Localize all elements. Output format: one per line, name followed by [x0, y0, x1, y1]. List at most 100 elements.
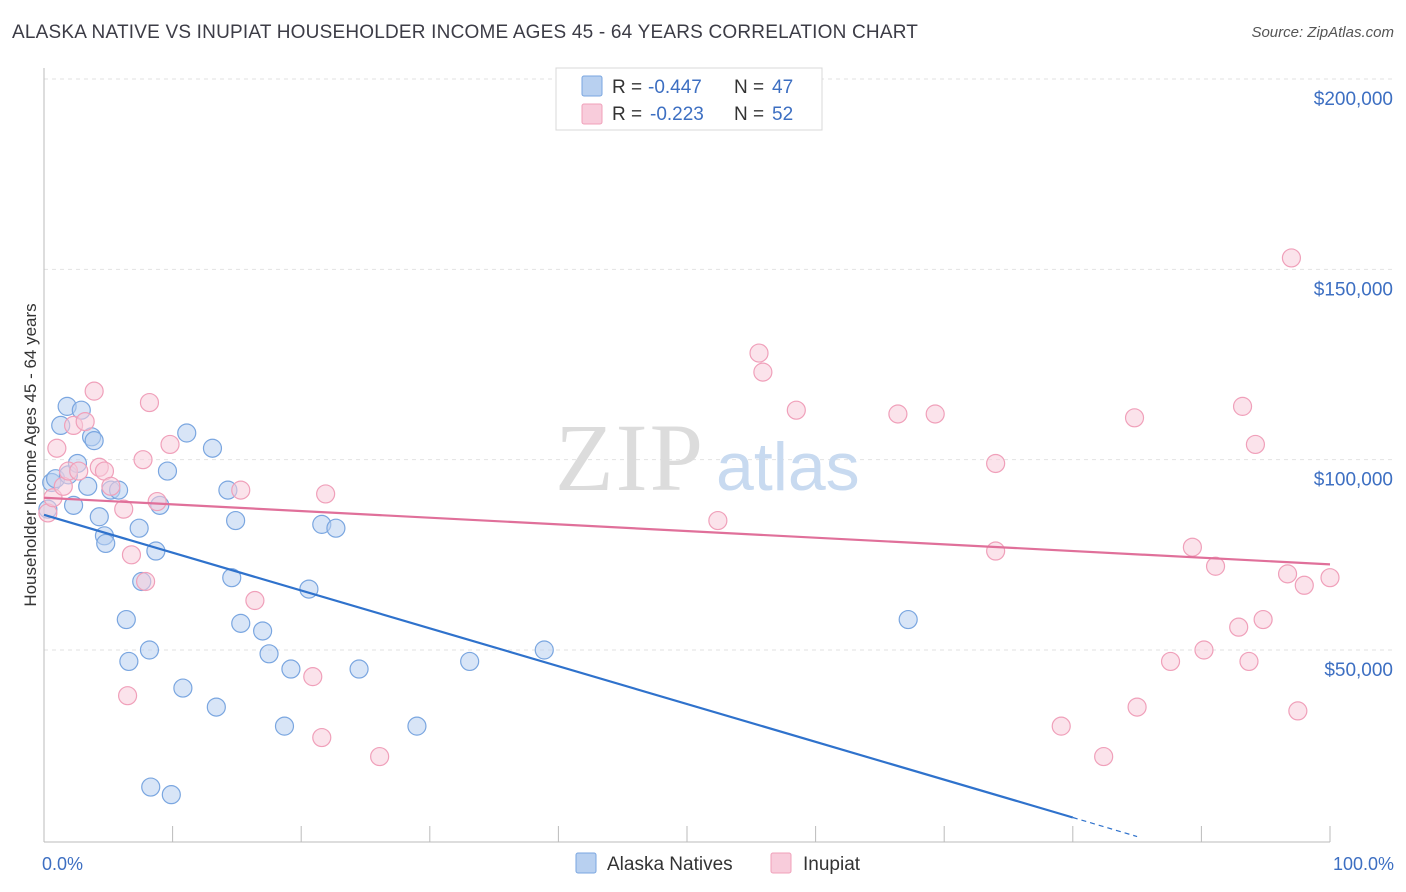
x-tick-label-1: 100.0%: [1333, 854, 1394, 874]
point-inupiat-40: [1194, 640, 1214, 660]
trend-line-inupiat: [43, 496, 1331, 566]
point-alaska-natives-38: [281, 659, 301, 679]
point-alaska-natives-28: [177, 423, 197, 443]
y-tick-label-2: $150,000: [1314, 279, 1393, 300]
point-inupiat-6: [69, 461, 89, 481]
point-alaska-natives-33: [226, 510, 246, 531]
y-tick-label-3: $200,000: [1314, 89, 1393, 110]
point-alaska-natives-27: [173, 678, 193, 698]
point-inupiat-20: [231, 480, 251, 500]
point-alaska-natives-34: [231, 613, 251, 633]
series-legend: Alaska Natives Inupiat: [575, 852, 861, 875]
point-inupiat-23: [312, 727, 332, 748]
point-inupiat-18: [147, 491, 167, 512]
scatter-points: [38, 248, 1340, 805]
point-inupiat-16: [135, 571, 156, 592]
point-alaska-natives-23: [146, 541, 166, 561]
point-inupiat-28: [753, 362, 773, 382]
point-inupiat-47: [1277, 564, 1298, 584]
watermark-atlas: atlas: [716, 429, 860, 505]
legend-r-value-1: -0.223: [650, 104, 704, 125]
point-alaska-natives-41: [326, 518, 346, 538]
point-inupiat-21: [245, 590, 265, 611]
point-inupiat-45: [1245, 434, 1266, 455]
point-alaska-natives-45: [534, 640, 554, 660]
point-alaska-natives-18: [119, 651, 139, 672]
source-label: Source: ZipAtlas.com: [1251, 24, 1394, 41]
point-inupiat-19: [160, 434, 180, 455]
point-inupiat-7: [75, 412, 95, 432]
watermark-zip: ZIP: [555, 404, 705, 511]
legend-n-value-1: 52: [772, 104, 793, 125]
point-inupiat-11: [101, 476, 121, 496]
point-inupiat-31: [925, 404, 945, 424]
point-alaska-natives-25: [157, 461, 178, 481]
point-alaska-natives-35: [253, 621, 273, 641]
point-inupiat-25: [370, 746, 390, 767]
point-inupiat-12: [114, 499, 134, 519]
point-inupiat-15: [133, 450, 153, 470]
legend-swatch-inupiat: [581, 103, 603, 125]
point-inupiat-17: [139, 392, 160, 413]
chart-title: ALASKA NATIVE VS INUPIAT HOUSEHOLDER INC…: [12, 22, 919, 43]
point-inupiat-50: [1294, 575, 1314, 595]
y-axis-title: Householder Income Ages 45 - 64 years: [21, 303, 40, 606]
point-inupiat-39: [1182, 537, 1202, 557]
point-inupiat-29: [786, 400, 806, 420]
bottom-legend-label-inupiat: Inupiat: [803, 854, 861, 875]
point-inupiat-32: [986, 453, 1006, 474]
legend-n-value-0: 47: [772, 77, 793, 98]
point-alaska-natives-11: [84, 431, 104, 451]
bottom-legend-label-alaska-natives: Alaska Natives: [607, 854, 733, 875]
y-tick-labels: $50,000 $100,000 $150,000 $200,000: [1314, 89, 1393, 681]
point-inupiat-13: [117, 686, 138, 706]
trend-line-extension-alaska-natives: [1072, 816, 1138, 838]
point-alaska-natives-14: [96, 533, 116, 554]
trend-line-alaska-natives: [43, 513, 1074, 819]
point-inupiat-43: [1232, 396, 1253, 416]
bottom-legend-swatch-alaska-natives: [575, 852, 597, 874]
point-alaska-natives-21: [139, 640, 160, 660]
point-inupiat-42: [1229, 617, 1249, 637]
point-alaska-natives-44: [460, 651, 480, 672]
point-alaska-natives-43: [407, 716, 427, 736]
point-inupiat-34: [1051, 716, 1071, 736]
legend-n-label-1: N =: [734, 104, 764, 125]
point-alaska-natives-6: [63, 495, 84, 515]
watermark: ZIP atlas: [555, 404, 860, 511]
point-inupiat-27: [749, 343, 769, 363]
point-inupiat-51: [1320, 568, 1340, 588]
point-inupiat-14: [121, 545, 142, 565]
point-inupiat-46: [1253, 609, 1273, 630]
point-alaska-natives-37: [274, 716, 295, 736]
trend-lines: [43, 496, 1331, 838]
legend-r-value-0: -0.447: [648, 77, 702, 98]
legend-r-label-0: R =: [612, 77, 642, 98]
point-alaska-natives-32: [222, 568, 242, 588]
point-alaska-natives-19: [129, 518, 149, 538]
point-inupiat-41: [1205, 556, 1226, 576]
x-tick-label-0: 0.0%: [42, 854, 83, 874]
point-inupiat-33: [986, 541, 1006, 561]
legend-swatch-alaska-natives: [581, 75, 603, 97]
point-alaska-natives-12: [89, 507, 109, 527]
legend-n-label-0: N =: [734, 77, 764, 98]
point-inupiat-35: [1094, 746, 1114, 767]
bottom-legend-swatch-inupiat: [770, 852, 792, 874]
point-alaska-natives-42: [349, 659, 369, 679]
y-tick-label-1: $100,000: [1314, 470, 1393, 491]
point-alaska-natives-9: [78, 476, 98, 496]
point-inupiat-49: [1288, 701, 1308, 721]
point-alaska-natives-17: [116, 609, 136, 630]
point-alaska-natives-29: [202, 438, 223, 458]
point-alaska-natives-26: [161, 785, 181, 805]
stats-legend: R = -0.447 N = 47 R = -0.223 N = 52: [555, 67, 823, 131]
point-inupiat-26: [708, 510, 728, 531]
point-inupiat-38: [1160, 651, 1181, 672]
point-inupiat-24: [316, 484, 336, 504]
point-inupiat-22: [303, 667, 323, 687]
legend-r-label-1: R =: [612, 104, 642, 125]
point-alaska-natives-30: [206, 697, 226, 717]
point-inupiat-8: [84, 381, 104, 401]
